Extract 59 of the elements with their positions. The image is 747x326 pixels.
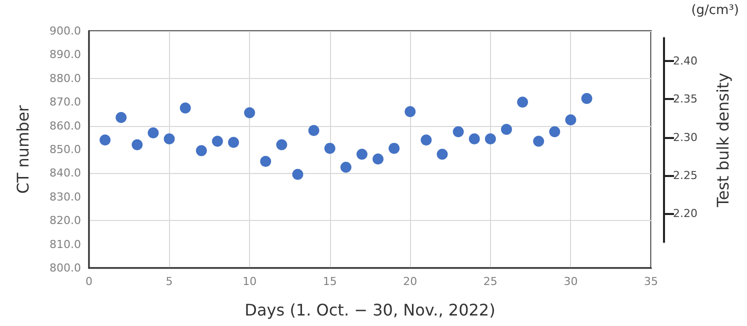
x-axis-title: Days (1. Oct. − 30, Nov., 2022): [244, 300, 496, 320]
point: [180, 102, 191, 114]
point: [276, 139, 288, 150]
point: [533, 136, 544, 147]
x-tick-label: 35: [644, 275, 658, 288]
point: [484, 133, 496, 144]
point: [404, 106, 416, 118]
x-tick-label: 5: [166, 275, 173, 288]
x-tick-label: 0: [86, 275, 92, 288]
point: [500, 124, 512, 135]
y-tick-label: 860.0: [50, 119, 81, 132]
point: [452, 126, 464, 138]
point: [468, 133, 480, 144]
y-tick-label: 870.0: [50, 96, 81, 109]
y2-tick-label: 2.25: [673, 169, 698, 182]
y-tick-label: 830.0: [50, 190, 81, 204]
y2-tick-label: 2.35: [673, 92, 698, 106]
point: [517, 96, 528, 108]
point: [212, 136, 223, 147]
y2-tick-label: 2.30: [673, 130, 698, 144]
point: [132, 139, 143, 150]
y2-tick-label: 2.20: [673, 207, 698, 220]
y-tick-label: 900.0: [50, 24, 81, 38]
y-tick-label: 850.0: [50, 143, 81, 156]
y-tick-label: 810.0: [50, 238, 81, 251]
y2-tick-label: 2.40: [673, 54, 698, 68]
point: [581, 93, 592, 104]
point: [196, 145, 207, 156]
point: [388, 142, 400, 154]
y-axis-title: CT number: [14, 104, 32, 194]
y-tick-label: 820.0: [50, 214, 81, 228]
point: [565, 114, 576, 126]
x-tick-label: 30: [564, 275, 578, 288]
point: [308, 125, 320, 136]
x-tick-label: 25: [483, 275, 498, 288]
y-tick-label: 890.0: [50, 48, 81, 62]
y-tick-label: 880.0: [50, 72, 81, 85]
text: (g/cm³): [691, 3, 740, 18]
point: [292, 168, 304, 180]
point: [340, 162, 352, 173]
point: [420, 134, 432, 146]
y-tick-label: 800.0: [50, 262, 81, 274]
point: [116, 112, 127, 123]
x-tick-label: 15: [322, 275, 337, 288]
point: [164, 133, 175, 144]
point: [372, 153, 384, 164]
point: [228, 136, 240, 148]
point: [100, 134, 111, 146]
point: [148, 127, 159, 138]
point: [549, 126, 560, 138]
x-tick-label: 10: [242, 275, 257, 288]
point: [324, 142, 336, 154]
y2-axis-title: Test bulk density: [714, 72, 732, 208]
point: [260, 156, 272, 167]
y-tick-label: 840.0: [50, 166, 81, 180]
point: [244, 107, 256, 118]
point: [436, 148, 448, 160]
point: [356, 148, 368, 160]
x-tick-label: 20: [403, 275, 418, 288]
